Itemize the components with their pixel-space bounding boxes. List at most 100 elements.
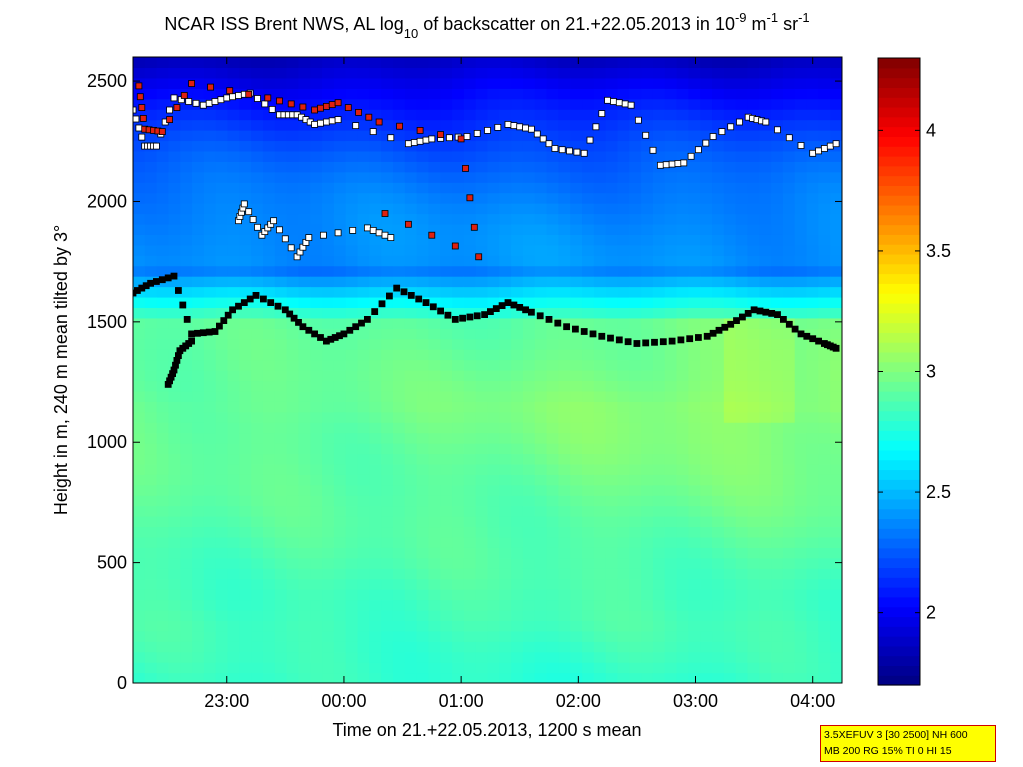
field-cell <box>830 432 842 444</box>
field-cell <box>747 526 760 538</box>
field-cell <box>605 620 619 632</box>
field-cell <box>298 359 311 371</box>
field-cell <box>345 547 359 559</box>
field-cell <box>333 380 347 392</box>
field-cell <box>440 286 453 298</box>
field-cell <box>629 453 642 465</box>
field-cell <box>369 265 382 277</box>
field-cell <box>641 276 654 288</box>
field-cell <box>664 140 678 152</box>
field-cell <box>404 422 418 434</box>
field-cell <box>629 557 642 569</box>
field-cell <box>192 223 205 235</box>
field-cell <box>700 77 713 89</box>
field-cell <box>298 307 311 319</box>
field-cell <box>357 401 370 413</box>
field-cell <box>392 150 406 162</box>
field-cell <box>582 349 595 361</box>
field-cell <box>345 630 359 642</box>
field-cell <box>759 589 772 601</box>
field-cell <box>203 651 217 663</box>
field-cell <box>180 662 193 674</box>
field-cell <box>617 516 630 528</box>
field-cell <box>712 307 725 319</box>
field-cell <box>298 203 311 215</box>
field-cell <box>723 641 737 653</box>
colorbar-segment <box>878 596 920 608</box>
field-cell <box>203 411 217 423</box>
field-cell <box>215 192 229 204</box>
field-cell <box>522 443 536 455</box>
field-cell <box>617 255 630 267</box>
field-cell <box>735 77 749 89</box>
field-cell <box>452 651 465 663</box>
field-cell <box>192 411 205 423</box>
field-cell <box>192 192 205 204</box>
field-cell <box>369 599 382 611</box>
field-cell <box>747 422 760 434</box>
marker-group-high-values <box>135 80 483 261</box>
field-cell <box>168 662 181 674</box>
field-cell <box>239 630 252 642</box>
marker-high-values <box>462 164 469 172</box>
field-cell <box>251 370 264 382</box>
field-cell <box>735 651 749 663</box>
field-cell <box>463 495 477 507</box>
field-cell <box>759 67 772 79</box>
field-cell <box>629 474 642 486</box>
field-cell <box>239 547 252 559</box>
field-cell <box>392 57 406 69</box>
field-cell <box>641 589 654 601</box>
field-cell <box>723 505 737 517</box>
colorbar-tick-label: 3.5 <box>926 241 951 261</box>
field-cell <box>582 338 595 350</box>
field-cell <box>322 526 335 538</box>
field-cell <box>475 516 489 528</box>
field-cell <box>558 57 571 69</box>
field-cell <box>322 161 335 173</box>
field-cell <box>345 88 359 100</box>
field-cell <box>215 547 229 559</box>
field-cell <box>392 296 406 308</box>
field-cell <box>298 484 311 496</box>
marker-residual-layer <box>797 142 805 149</box>
field-cell <box>322 589 335 601</box>
field-cell <box>511 505 524 517</box>
field-cell <box>227 547 240 559</box>
marker-residual-layer <box>516 123 524 131</box>
field-cell <box>239 234 252 246</box>
field-cell <box>156 609 170 621</box>
marker-mixing-layer-top <box>589 330 597 338</box>
colorbar-segment <box>878 146 920 157</box>
field-cell <box>652 516 666 528</box>
field-cell <box>369 401 382 413</box>
field-cell <box>345 380 359 392</box>
field-cell <box>168 672 181 683</box>
marker-high-values <box>475 253 483 261</box>
field-cell <box>712 547 725 559</box>
field-cell <box>144 67 158 79</box>
field-cell <box>310 672 323 683</box>
field-cell <box>440 495 453 507</box>
field-cell <box>641 609 654 621</box>
field-cell <box>806 557 819 569</box>
field-cell <box>747 349 760 361</box>
field-cell <box>416 307 430 319</box>
marker-residual-layer <box>334 116 342 123</box>
field-cell <box>227 672 240 683</box>
marker-residual-layer <box>586 136 594 144</box>
field-cell <box>747 244 760 256</box>
field-cell <box>771 130 784 142</box>
field-cell <box>794 609 808 621</box>
field-cell <box>794 589 808 601</box>
field-cell <box>381 109 394 121</box>
field-cell <box>712 609 725 621</box>
marker-mixing-layer-top <box>677 336 685 344</box>
field-cell <box>676 182 689 194</box>
field-cell <box>215 359 229 371</box>
field-cell <box>546 672 559 683</box>
field-cell <box>322 109 335 121</box>
field-cell <box>830 672 842 683</box>
field-cell <box>381 296 394 308</box>
field-cell <box>522 57 536 69</box>
